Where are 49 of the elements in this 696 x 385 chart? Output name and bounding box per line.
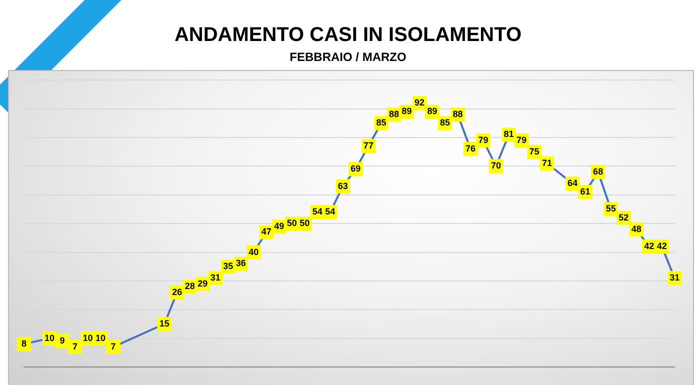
data-label: 42: [656, 241, 667, 252]
data-label: 47: [261, 226, 272, 237]
data-label: 54: [312, 206, 322, 217]
data-label: 54: [325, 206, 336, 217]
data-label: 85: [376, 118, 386, 128]
data-label: 89: [427, 106, 438, 116]
data-label: 50: [286, 218, 297, 228]
data-label: 64: [568, 178, 578, 188]
data-label: 49: [274, 220, 284, 231]
data-label: 50: [300, 218, 310, 228]
data-label: 92: [414, 98, 424, 108]
data-label: 7: [110, 341, 116, 352]
chart-subtitle: FEBBRAIO / MARZO: [288, 50, 408, 64]
data-label: 9: [60, 336, 65, 346]
data-label: 40: [248, 246, 259, 257]
data-label: 52: [618, 212, 629, 222]
data-label: 77: [363, 140, 374, 151]
data-label: 35: [223, 261, 234, 272]
data-label: 63: [338, 180, 348, 191]
data-label: 70: [490, 160, 502, 171]
data-label: 48: [631, 224, 642, 234]
data-label: 61: [580, 186, 590, 197]
data-label: 81: [504, 129, 514, 140]
data-label: 15: [159, 318, 170, 328]
data-label: 29: [198, 278, 208, 288]
data-label: 7: [72, 341, 78, 352]
data-label: 75: [529, 146, 540, 156]
data-label: 88: [388, 109, 399, 120]
data-label: 88: [452, 109, 463, 120]
data-label: 71: [542, 158, 552, 168]
data-label: 31: [210, 272, 220, 283]
data-label: 69: [350, 164, 361, 174]
data-label: 55: [606, 204, 616, 214]
chart-title: ANDAMENTO CASI IN ISOLAMENTO: [173, 24, 523, 47]
data-label: 36: [236, 258, 246, 268]
data-label: 10: [82, 332, 93, 343]
data-label: 79: [478, 134, 488, 145]
data-label: 85: [440, 118, 450, 128]
data-label: 28: [184, 281, 195, 292]
data-label: 31: [670, 272, 680, 283]
data-label: 79: [516, 134, 527, 145]
data-label: 68: [593, 166, 604, 176]
data-label: 26: [172, 286, 182, 297]
data-label: 10: [96, 332, 106, 343]
data-label: 10: [44, 332, 55, 343]
data-label: 76: [465, 144, 476, 154]
data-label: 8: [21, 338, 27, 349]
data-label: 42: [644, 241, 654, 252]
data-label: 89: [402, 106, 412, 116]
